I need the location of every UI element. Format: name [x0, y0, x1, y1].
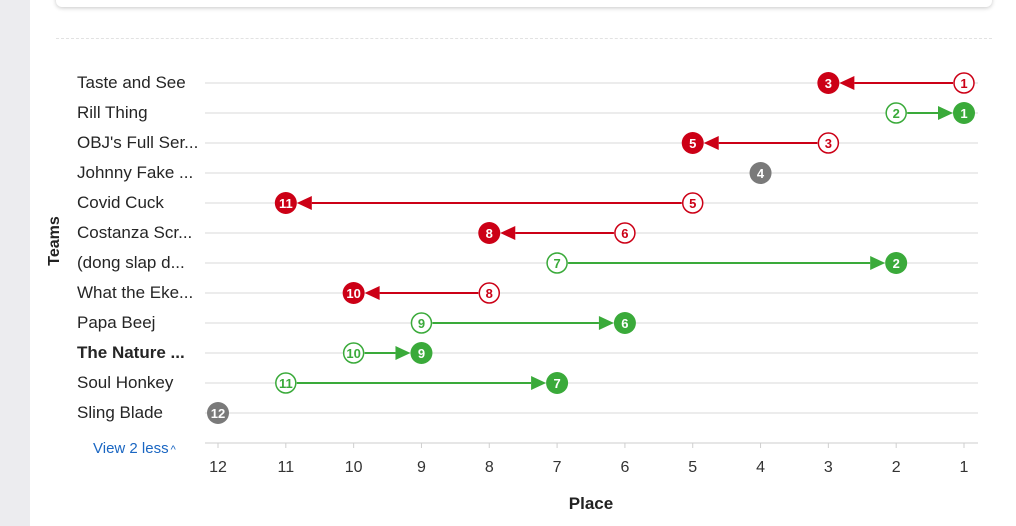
- change-arrowhead: [938, 106, 953, 120]
- end-place-marker: [817, 72, 840, 94]
- end-place-marker: [885, 252, 908, 274]
- x-tick-label: 2: [892, 459, 901, 476]
- x-tick-label: 8: [485, 459, 494, 476]
- x-tick-label: 7: [553, 459, 562, 476]
- end-place-value: 3: [825, 76, 832, 91]
- end-place-value: 2: [893, 256, 900, 271]
- start-place-marker: [614, 222, 636, 244]
- x-tick-label: 12: [209, 459, 227, 476]
- end-place-marker: [274, 192, 297, 214]
- change-arrowhead: [531, 376, 547, 390]
- end-place-value: 1: [960, 106, 967, 121]
- left-rail: [0, 0, 30, 526]
- end-place-value: 7: [553, 376, 560, 391]
- view-less-button[interactable]: View 2 less ^: [93, 439, 176, 459]
- x-tick-label: 3: [824, 459, 833, 476]
- end-place-marker: [478, 222, 501, 244]
- x-tick-label: 9: [417, 459, 426, 476]
- change-arrowhead: [500, 226, 516, 240]
- start-place-marker: [275, 372, 297, 394]
- change-arrowhead: [839, 76, 855, 90]
- start-place-marker: [546, 252, 568, 274]
- x-tick-label: 6: [620, 459, 629, 476]
- start-place-marker: [342, 342, 365, 364]
- end-place-marker: [342, 282, 365, 304]
- end-place-value: 6: [621, 316, 628, 331]
- end-place-marker: [953, 102, 975, 124]
- start-place-value: 10: [346, 346, 360, 361]
- change-arrowhead: [870, 256, 886, 270]
- end-place-value: 10: [346, 286, 360, 301]
- end-place-marker: [613, 312, 636, 334]
- end-place-value: 5: [689, 136, 696, 151]
- end-place-marker: [207, 402, 229, 424]
- x-tick-label: 11: [278, 459, 295, 476]
- x-tick-label: 10: [345, 459, 363, 476]
- start-place-value: 2: [893, 106, 900, 121]
- top-card: [56, 0, 992, 7]
- start-place-value: 7: [553, 256, 560, 271]
- start-place-marker: [885, 102, 907, 124]
- chevron-up-icon: ^: [170, 444, 176, 456]
- x-tick-label: 4: [756, 459, 765, 476]
- start-place-marker: [410, 312, 433, 334]
- start-place-marker: [953, 72, 975, 94]
- start-place-value: 1: [960, 76, 967, 91]
- change-arrowhead: [395, 346, 411, 360]
- view-less-label: View 2 less: [93, 440, 169, 457]
- start-place-value: 3: [825, 136, 832, 151]
- x-tick-label: 1: [960, 459, 969, 476]
- start-place-value: 11: [279, 376, 293, 391]
- change-arrowhead: [364, 286, 380, 300]
- end-place-marker: [546, 372, 569, 394]
- end-place-marker: [749, 162, 772, 184]
- start-place-value: 9: [418, 316, 425, 331]
- start-place-marker: [817, 132, 840, 154]
- end-place-value: 8: [486, 226, 493, 241]
- end-place-value: 4: [757, 166, 765, 181]
- end-place-value: 11: [279, 196, 293, 211]
- change-arrowhead: [598, 316, 614, 330]
- start-place-value: 6: [621, 226, 628, 241]
- change-arrowhead: [296, 196, 312, 210]
- end-place-marker: [410, 342, 433, 364]
- x-axis-title: Place: [568, 494, 614, 513]
- start-place-value: 8: [486, 286, 493, 301]
- change-arrowhead: [703, 136, 719, 150]
- end-place-value: 9: [418, 346, 425, 361]
- x-tick-label: 5: [688, 459, 697, 476]
- start-place-value: 5: [689, 196, 696, 211]
- end-place-value: 12: [211, 406, 225, 421]
- start-place-marker: [681, 192, 704, 214]
- start-place-marker: [478, 282, 501, 304]
- section-divider: [56, 38, 992, 39]
- end-place-marker: [681, 132, 704, 154]
